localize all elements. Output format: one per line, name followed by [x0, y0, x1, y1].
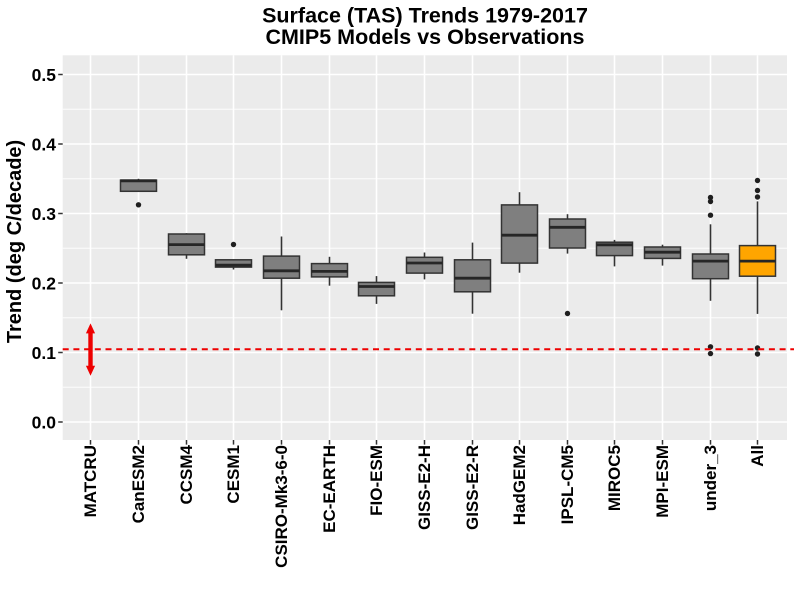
svg-text:HadGEM2: HadGEM2: [510, 445, 529, 525]
svg-text:MIROC5: MIROC5: [605, 445, 624, 511]
svg-text:0.4: 0.4: [32, 135, 57, 155]
svg-text:CCSM4: CCSM4: [177, 444, 196, 504]
svg-text:Trend (deg C/decade): Trend (deg C/decade): [4, 140, 26, 343]
svg-text:0.1: 0.1: [32, 343, 57, 363]
svg-text:GISS-E2-H: GISS-E2-H: [415, 445, 434, 530]
svg-text:CSIRO-Mk3-6-0: CSIRO-Mk3-6-0: [272, 445, 291, 568]
svg-text:CanESM2: CanESM2: [129, 445, 148, 523]
svg-text:0.2: 0.2: [32, 274, 57, 294]
svg-text:EC-EARTH: EC-EARTH: [320, 445, 339, 533]
svg-text:0.3: 0.3: [32, 204, 57, 224]
svg-text:All: All: [748, 445, 767, 467]
svg-text:IPSL-CM5: IPSL-CM5: [558, 445, 577, 524]
svg-text:MPI-ESM: MPI-ESM: [653, 445, 672, 518]
svg-text:0.0: 0.0: [32, 413, 57, 433]
svg-text:CESM1: CESM1: [224, 445, 243, 504]
svg-text:under_3: under_3: [701, 445, 720, 511]
svg-text:FIO-ESM: FIO-ESM: [367, 445, 386, 516]
svg-text:GISS-E2-R: GISS-E2-R: [463, 445, 482, 530]
svg-text:0.5: 0.5: [32, 65, 57, 85]
svg-text:Surface (TAS) Trends 1979-2017: Surface (TAS) Trends 1979-2017: [262, 4, 588, 28]
svg-text:MATCRU: MATCRU: [81, 445, 100, 517]
svg-text:CMIP5 Models vs Observations: CMIP5 Models vs Observations: [265, 25, 584, 49]
